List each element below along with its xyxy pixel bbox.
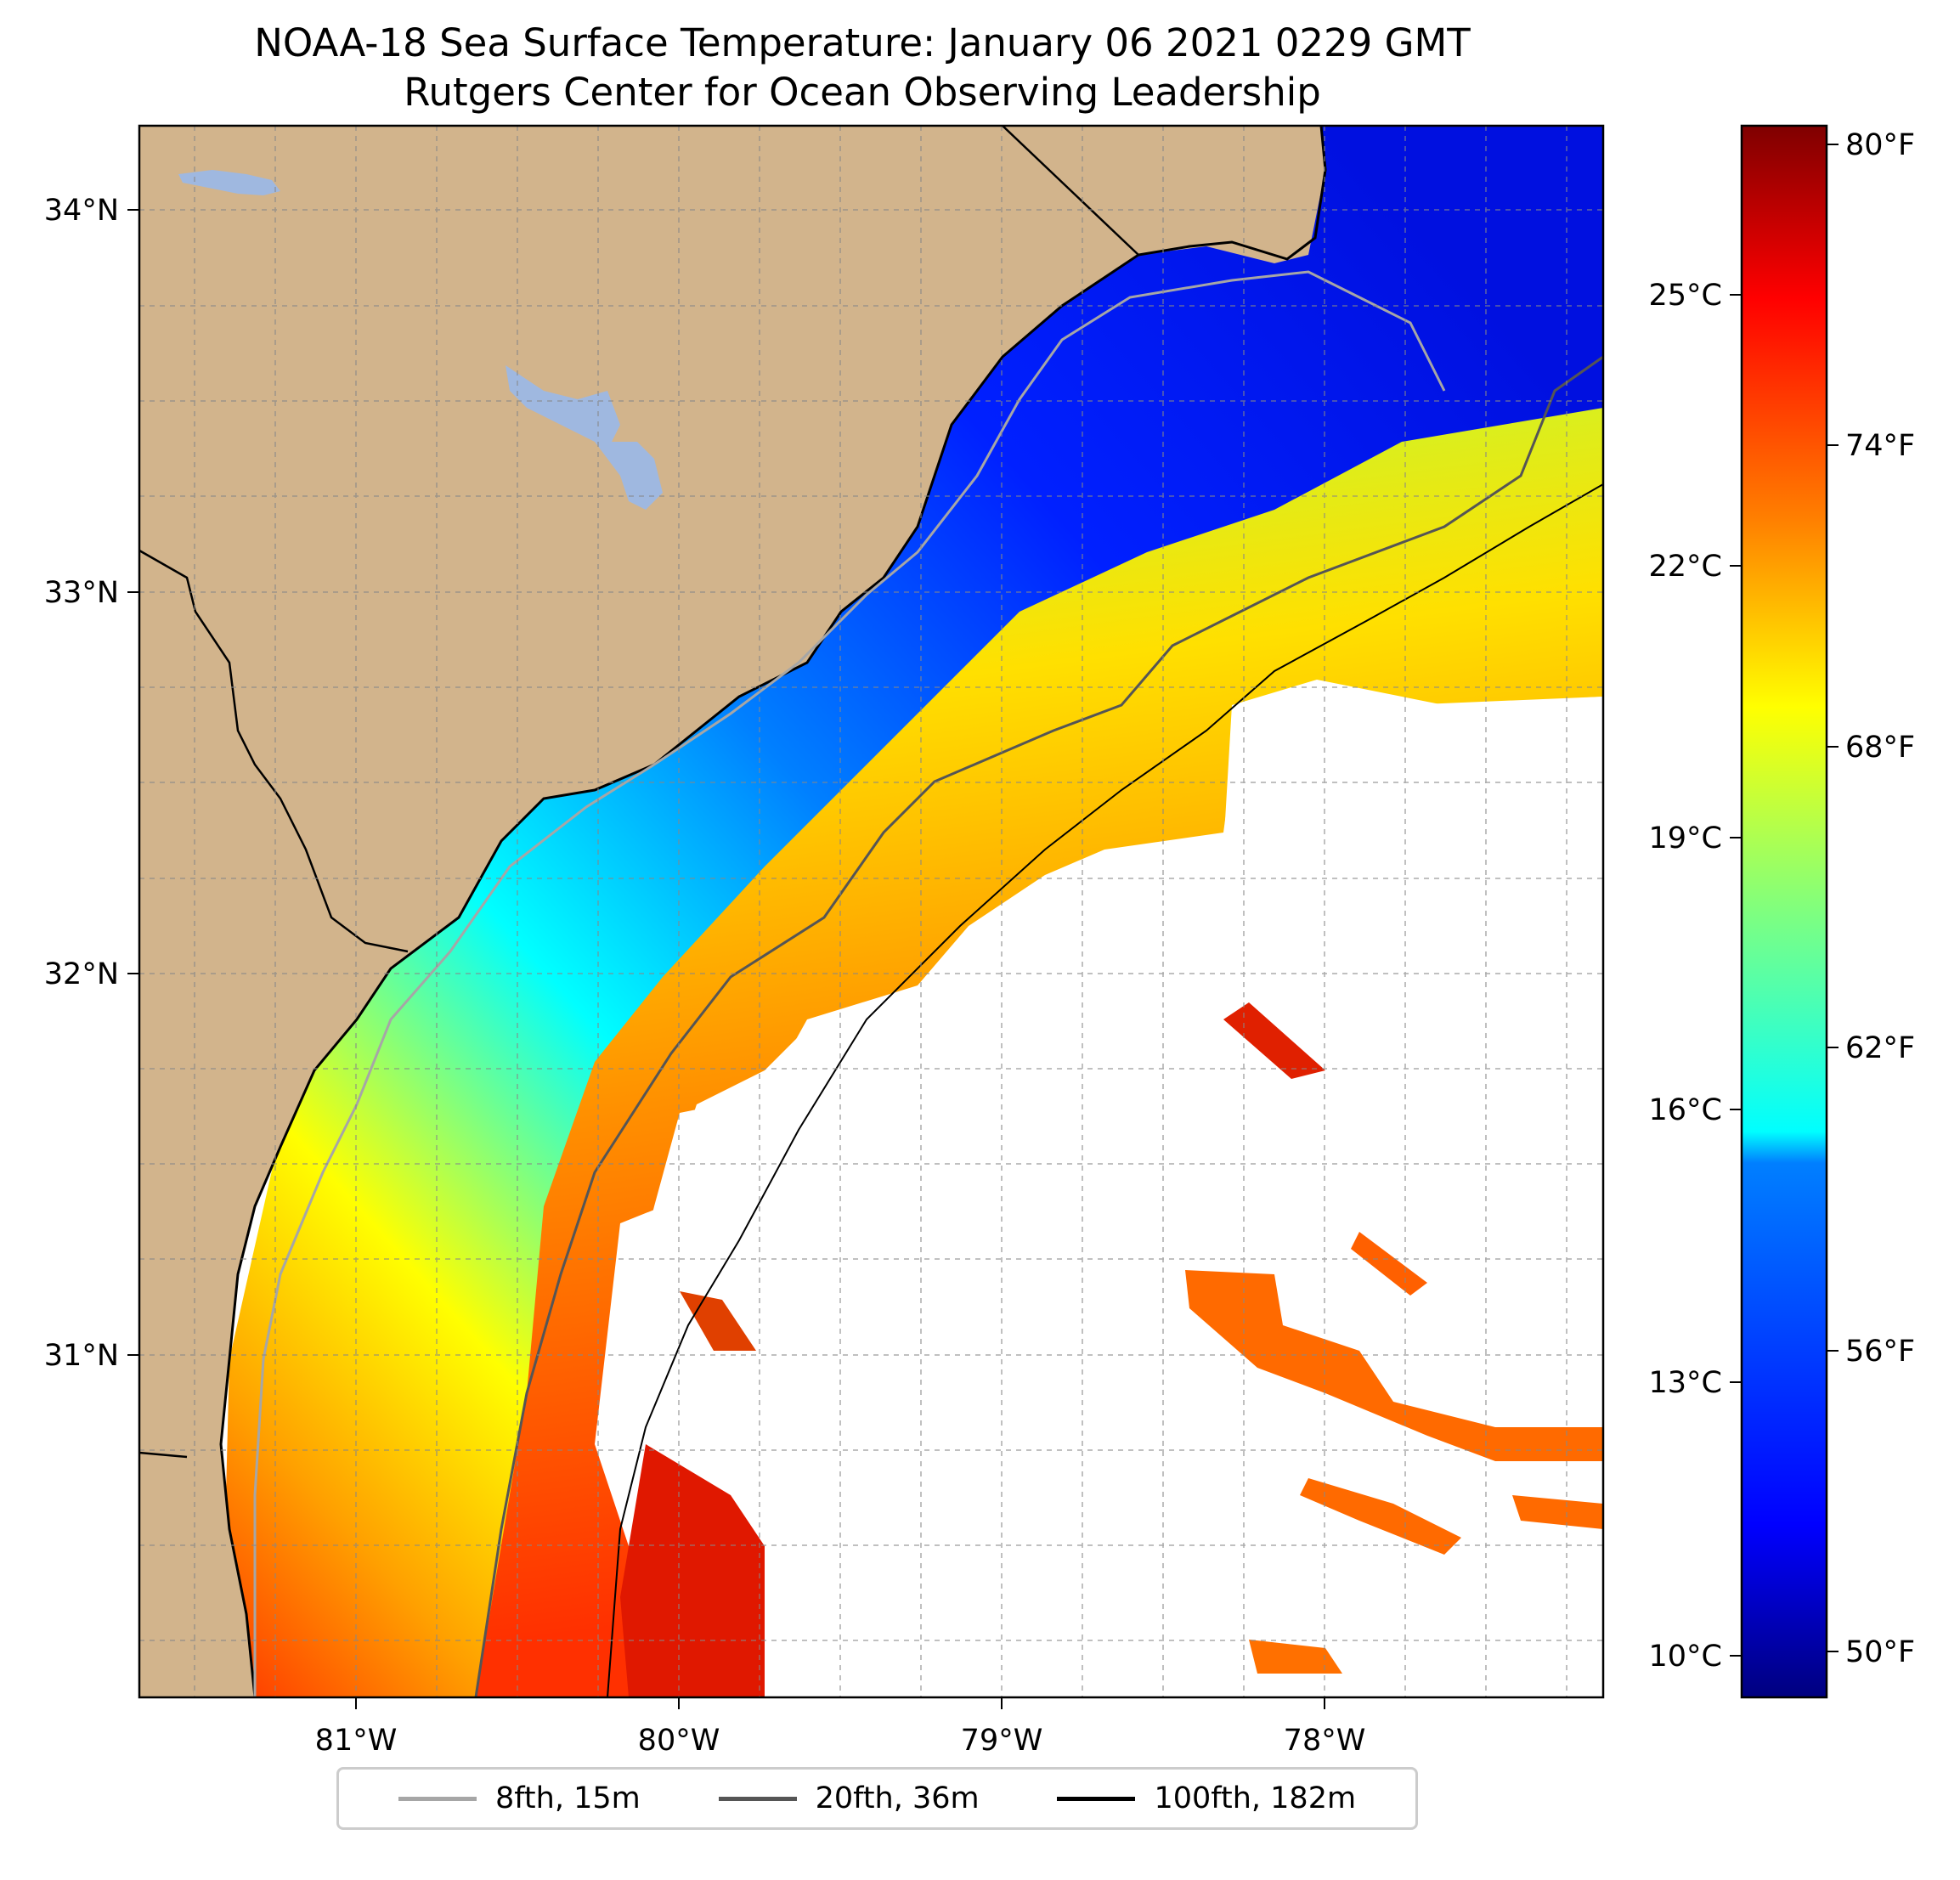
lake-icon <box>178 170 280 195</box>
title-line-2: Rutgers Center for Ocean Observing Leade… <box>404 70 1321 115</box>
y-ticks <box>127 209 139 1356</box>
isobath-8fth <box>253 270 1446 1697</box>
colorbar-fahrenheit-label: 80°F <box>1845 128 1915 162</box>
colorbar-fahrenheit-label: 62°F <box>1845 1031 1915 1065</box>
sst-patch <box>1300 1478 1461 1555</box>
map-panel <box>139 126 1603 1697</box>
colorbar-celsius-label: 22°C <box>1649 550 1722 584</box>
isobath-legend: 8fth, 15m 20fth, 36m 100fth, 182m <box>336 1767 1418 1830</box>
legend-label: 8fth, 15m <box>494 1781 641 1815</box>
sst-patch <box>1223 1002 1325 1079</box>
state-border <box>139 1451 188 1459</box>
sst-field-warm <box>246 126 1603 1697</box>
y-tick-label: 31°N <box>44 1339 119 1373</box>
x-tick-label: 78°W <box>1284 1724 1366 1758</box>
colorbar-fahrenheit-label: 50°F <box>1845 1635 1915 1669</box>
sst-patch <box>1249 1640 1342 1674</box>
sst-patch <box>1512 1495 1603 1529</box>
x-tick-label: 81°W <box>315 1724 398 1758</box>
legend-item-100fth: 100fth, 182m <box>1057 1781 1356 1815</box>
x-ticks <box>355 1697 1325 1709</box>
state-border <box>139 549 409 953</box>
map-frame <box>138 124 1605 1699</box>
colorbar <box>1740 124 1828 1699</box>
map-title: NOAA-18 Sea Surface Temperature: January… <box>0 19 1725 117</box>
legend-item-8fth: 8fth, 15m <box>398 1781 641 1815</box>
isobath-100fth <box>607 483 1603 1697</box>
colorbar-ticks <box>1730 144 1839 1657</box>
y-tick-label: 32°N <box>44 957 119 991</box>
legend-swatch <box>398 1796 477 1801</box>
colorbar-celsius-label: 13°C <box>1649 1366 1722 1400</box>
gridlines <box>139 126 1603 1697</box>
sst-patch <box>1185 1270 1603 1461</box>
legend-item-20fth: 20fth, 36m <box>718 1781 980 1815</box>
legend-label: 100fth, 182m <box>1154 1781 1357 1815</box>
colorbar-celsius-label: 16°C <box>1649 1093 1722 1127</box>
colorbar-fahrenheit-label: 74°F <box>1845 429 1915 463</box>
sst-patch <box>1351 1232 1427 1296</box>
y-tick-label: 34°N <box>44 194 119 228</box>
x-tick-label: 80°W <box>638 1724 720 1758</box>
legend-swatch <box>1057 1796 1136 1801</box>
colorbar-celsius-label: 25°C <box>1649 279 1722 313</box>
legend-label: 20fth, 36m <box>815 1781 980 1815</box>
legend-swatch <box>718 1796 797 1801</box>
coastline <box>219 126 1327 1697</box>
cloud-gap <box>595 688 1603 1697</box>
isobath-20fth <box>474 355 1603 1697</box>
land <box>139 126 1325 1697</box>
x-tick-label: 79°W <box>961 1724 1043 1758</box>
colorbar-fahrenheit-label: 68°F <box>1845 731 1915 765</box>
colorbar-fahrenheit-label: 56°F <box>1845 1335 1915 1369</box>
state-border <box>1002 126 1139 256</box>
title-line-1: NOAA-18 Sea Surface Temperature: January… <box>254 20 1471 65</box>
y-tick-label: 33°N <box>44 576 119 610</box>
sst-patch <box>620 1444 765 1697</box>
colorbar-celsius-label: 10°C <box>1649 1640 1722 1674</box>
lake-icon <box>506 365 663 510</box>
colorbar-celsius-label: 19°C <box>1649 821 1722 855</box>
